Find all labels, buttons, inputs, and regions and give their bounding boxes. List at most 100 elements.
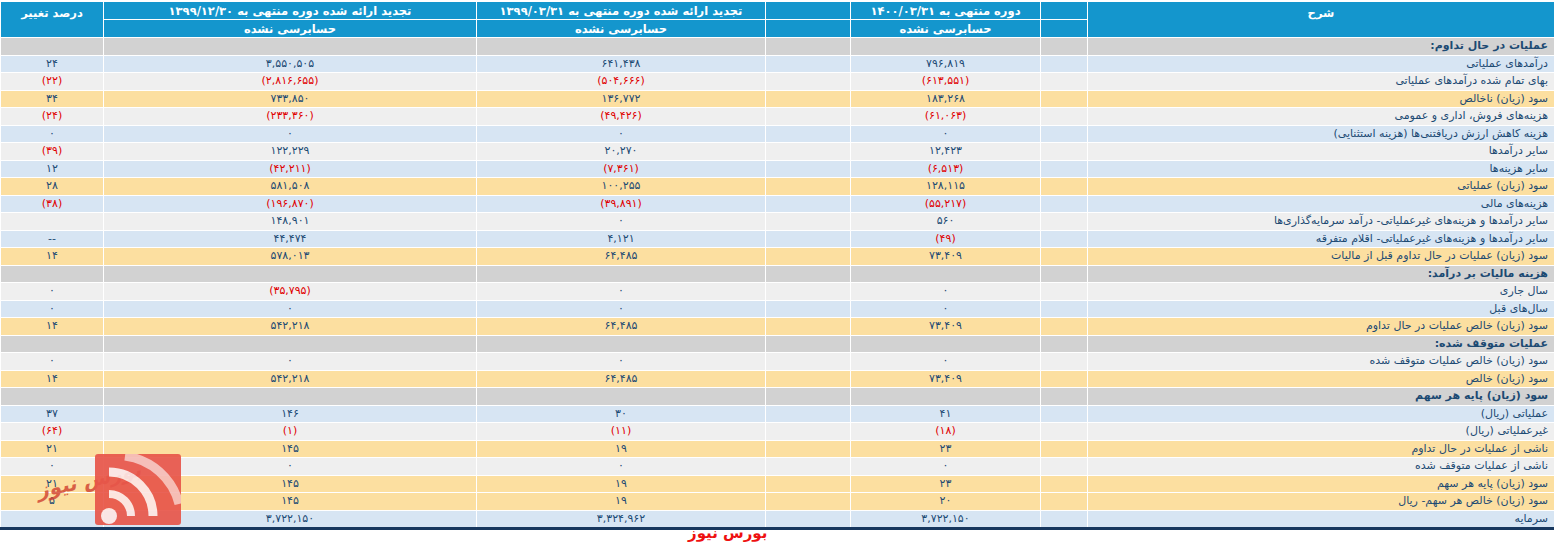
row-label: سایر درآمدها و هزینه‌های غیرعملیاتی- اقل… bbox=[1088, 230, 1554, 248]
value-prior-year: ۳,۷۲۲,۱۵۰ bbox=[104, 510, 477, 529]
value-prior-year: ۰ bbox=[104, 353, 477, 371]
spacer-cell bbox=[766, 248, 851, 266]
value-prior-quarter: ۰ bbox=[477, 353, 766, 371]
percent-change bbox=[1, 388, 104, 406]
subheader-unaudited-prior-year: حسابرسی نشده bbox=[104, 20, 477, 38]
row-label: سود (زیان) پایه هر سهم bbox=[1088, 388, 1554, 406]
value-prior-quarter: ۱۳۶,۷۷۲ bbox=[477, 90, 766, 108]
percent-change: ۳۷ bbox=[1, 405, 104, 423]
value-current-period bbox=[851, 335, 1041, 353]
value-current-period bbox=[851, 38, 1041, 56]
spacer-cell bbox=[766, 125, 851, 143]
value-current-period: (۵۵,۲۱۷) bbox=[851, 195, 1041, 213]
row-label: سود (زیان) عملیاتی bbox=[1088, 178, 1554, 196]
data-row: هزینه‌های فروش، اداری و عمومی (۶۱,۰۶۳) (۴۹… bbox=[1, 108, 1554, 126]
subheader-unaudited-current: حسابرسی نشده bbox=[851, 20, 1041, 38]
percent-change: ۱۴ bbox=[1, 318, 104, 336]
note-cell bbox=[1041, 38, 1088, 56]
row-label: ناشی از عملیات متوقف شده bbox=[1088, 458, 1554, 476]
data-row: هزینه کاهش ارزش دریافتنی‌ها (هزینه استثن… bbox=[1, 125, 1554, 143]
table-header: شرح دوره منتهی به ۱۴۰۰/۰۳/۳۱ تجدید ارائه… bbox=[1, 2, 1554, 38]
spacer-cell bbox=[766, 370, 851, 388]
value-prior-year: ۴۴,۴۷۴ bbox=[104, 230, 477, 248]
note-cell bbox=[1041, 178, 1088, 196]
data-row: سال جاری۰۰(۳۵,۷۹۵)۰ bbox=[1, 283, 1554, 301]
percent-change: (۳۸) bbox=[1, 195, 104, 213]
note-cell bbox=[1041, 90, 1088, 108]
row-label: سال‌های قبل bbox=[1088, 300, 1554, 318]
spacer-cell bbox=[766, 160, 851, 178]
spacer-cell bbox=[766, 440, 851, 458]
percent-change: ۲۱ bbox=[1, 440, 104, 458]
row-label: سود (زیان) خالص هر سهم- ریال bbox=[1088, 493, 1554, 511]
value-prior-year: ۱۴۵ bbox=[104, 440, 477, 458]
note-cell bbox=[1041, 125, 1088, 143]
value-prior-quarter: (۱۱) bbox=[477, 423, 766, 441]
data-row: بهای تمام شده درآمدهای عملیاتی(۶۱۳,۵۵۱)(… bbox=[1, 73, 1554, 91]
percent-change: ۰ bbox=[1, 353, 104, 371]
income-statement-table: شرح دوره منتهی به ۱۴۰۰/۰۳/۳۱ تجدید ارائه… bbox=[0, 1, 1554, 530]
spacer-cell bbox=[766, 510, 851, 529]
percent-change bbox=[1, 510, 104, 529]
spacer-cell bbox=[766, 213, 851, 231]
spacer-cell bbox=[766, 353, 851, 371]
value-current-period: (۶۱,۰۶۳) bbox=[851, 108, 1041, 126]
row-label: عملیاتی (ریال) bbox=[1088, 405, 1554, 423]
section-row: عملیات متوقف شده: bbox=[1, 335, 1554, 353]
note-cell bbox=[1041, 405, 1088, 423]
value-current-period: ۲۳ bbox=[851, 440, 1041, 458]
spacer-cell bbox=[766, 318, 851, 336]
percent-change: (۲۴) bbox=[1, 108, 104, 126]
value-prior-year: (۱) bbox=[104, 423, 477, 441]
note-cell bbox=[1041, 73, 1088, 91]
value-prior-year: ۵۷۸,۰۱۳ bbox=[104, 248, 477, 266]
value-current-period: ۰ bbox=[851, 125, 1041, 143]
data-row: سود (زیان) ناخالص۱۸۳,۲۶۸۱۳۶,۷۷۲۷۳۳,۸۵۰۳۴ bbox=[1, 90, 1554, 108]
value-prior-year bbox=[104, 38, 477, 56]
data-row: سود (زیان) خالص عملیات در حال تداوم ۷۳,۴۰… bbox=[1, 318, 1554, 336]
value-prior-year: (۲,۸۱۶,۶۵۵) bbox=[104, 73, 477, 91]
note-cell bbox=[1041, 493, 1088, 511]
percent-change: ۱۴ bbox=[1, 248, 104, 266]
row-label: سود (زیان) خالص عملیات در حال تداوم bbox=[1088, 318, 1554, 336]
row-label: هزینه‌های فروش، اداری و عمومی bbox=[1088, 108, 1554, 126]
value-current-period: ۰ bbox=[851, 283, 1041, 301]
value-prior-year: ۱۲۲,۲۲۹ bbox=[104, 143, 477, 161]
percent-change: (۶۴) bbox=[1, 423, 104, 441]
row-label: هزینه‌های مالی bbox=[1088, 195, 1554, 213]
value-prior-quarter: (۳۹,۸۹۱) bbox=[477, 195, 766, 213]
value-current-period: (۶,۵۱۳) bbox=[851, 160, 1041, 178]
section-row: عملیات در حال تداوم: bbox=[1, 38, 1554, 56]
percent-change: ۰ bbox=[1, 125, 104, 143]
spacer-cell bbox=[766, 283, 851, 301]
percent-change: (۳۹) bbox=[1, 143, 104, 161]
spacer-cell bbox=[766, 55, 851, 73]
percent-change: (۲۲) bbox=[1, 73, 104, 91]
data-row: سود (زیان) پایه هر سهم۲۳۱۹۱۴۵۲۱ bbox=[1, 475, 1554, 493]
row-label: عملیات در حال تداوم: bbox=[1088, 38, 1554, 56]
data-row: سایر درآمدها و هزینه‌های غیرعملیاتی- درآ… bbox=[1, 213, 1554, 231]
note-cell bbox=[1041, 160, 1088, 178]
data-row: سایر درآمدها۱۲,۴۲۳۲۰,۲۷۰۱۲۲,۲۲۹(۳۹) bbox=[1, 143, 1554, 161]
value-prior-quarter: (۴۹,۴۲۶) bbox=[477, 108, 766, 126]
period-prior-year-title: تجدید ارائه شده دوره منتهی به ۱۳۹۹/۱۲/۳۰ bbox=[169, 4, 412, 18]
percent-change: ۰ bbox=[1, 283, 104, 301]
data-row: غیرعملیاتی (ریال)(۱۸)(۱۱)(۱)(۶۴) bbox=[1, 423, 1554, 441]
value-current-period: ۷۹۶,۸۱۹ bbox=[851, 55, 1041, 73]
value-current-period: ۳,۷۲۲,۱۵۰ bbox=[851, 510, 1041, 529]
data-row: سود (زیان) عملیات در حال تداوم قبل از ما… bbox=[1, 248, 1554, 266]
spacer-cell bbox=[766, 493, 851, 511]
row-label: سود (زیان) پایه هر سهم bbox=[1088, 475, 1554, 493]
percent-change: ۰ bbox=[1, 300, 104, 318]
data-row: سایر هزینه‌ها(۶,۵۱۳)(۷,۳۶۱)(۴۲,۲۱۱)۱۲ bbox=[1, 160, 1554, 178]
value-prior-year: ۱۴۵ bbox=[104, 475, 477, 493]
row-label: هزینه کاهش ارزش دریافتنی‌ها (هزینه استثن… bbox=[1088, 125, 1554, 143]
value-prior-quarter: ۲۰,۲۷۰ bbox=[477, 143, 766, 161]
data-row: هزینه‌های مالی(۵۵,۲۱۷)(۳۹,۸۹۱)(۱۹۶,۸۷۰)(… bbox=[1, 195, 1554, 213]
value-prior-year: ۰ bbox=[104, 300, 477, 318]
value-current-period: ۰ bbox=[851, 353, 1041, 371]
spacer-cell bbox=[766, 230, 851, 248]
spacer-cell bbox=[766, 143, 851, 161]
note-cell bbox=[1041, 265, 1088, 283]
value-current-period: ۷۳,۴۰۹ bbox=[851, 318, 1041, 336]
